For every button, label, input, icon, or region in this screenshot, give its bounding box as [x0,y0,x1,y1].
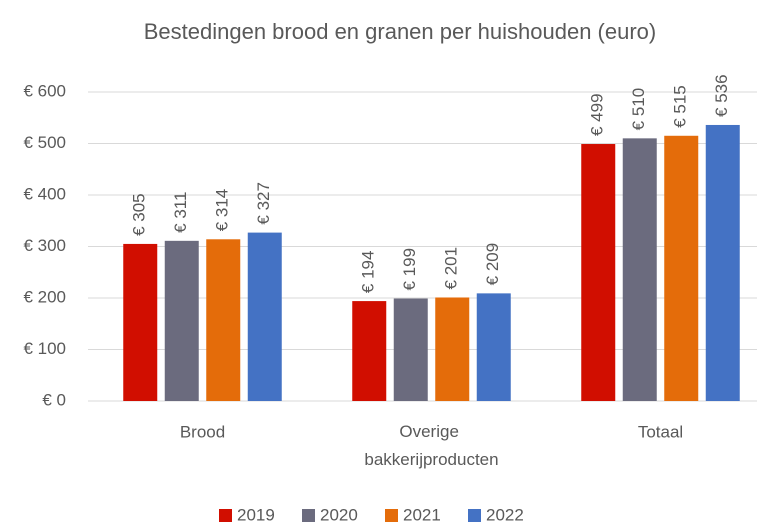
bar [393,298,428,401]
legend-swatch [302,509,315,522]
x-tick-label: Brood [180,422,225,441]
bar [622,138,657,401]
data-label: € 510 [629,88,648,131]
bar [123,243,158,401]
chart-title: Bestedingen brood en granen per huishoud… [144,19,657,44]
y-tick-label: € 200 [23,287,66,306]
data-label: € 499 [588,93,607,136]
legend-label: 2020 [320,505,358,523]
legend: 2019 2020 2021 2022 [219,505,524,523]
x-tick-label: Totaal [638,422,683,441]
bar [705,124,740,402]
bar [164,240,199,401]
data-label: € 536 [712,74,731,117]
data-label: € 515 [671,85,690,128]
bar [435,297,470,401]
data-label: € 311 [171,192,190,233]
data-label: € 305 [130,193,149,236]
y-tick-label: € 0 [42,390,66,409]
legend-label: 2019 [237,505,275,523]
x-tick-label: Overige bakkerijproducten [364,422,498,469]
data-label: € 194 [359,251,378,294]
legend-swatch [468,509,481,522]
y-tick-label: € 100 [23,339,66,358]
y-tick-label: € 500 [23,133,66,152]
data-label: € 199 [400,248,419,291]
bar [247,232,282,401]
data-label: € 314 [213,189,232,232]
bar [581,144,616,401]
y-tick-label: € 300 [23,236,66,255]
legend-label: 2021 [403,505,441,523]
legend-swatch [219,509,232,522]
y-tick-label: € 400 [23,184,66,203]
y-tick-label: € 600 [23,81,66,100]
bar [664,135,699,401]
data-label: € 201 [442,247,461,290]
legend-label: 2022 [486,505,524,523]
bar [352,301,387,401]
data-label: € 209 [483,243,502,286]
bar [476,293,511,401]
legend-swatch [385,509,398,522]
bar [206,239,241,401]
data-label: € 327 [254,182,273,225]
